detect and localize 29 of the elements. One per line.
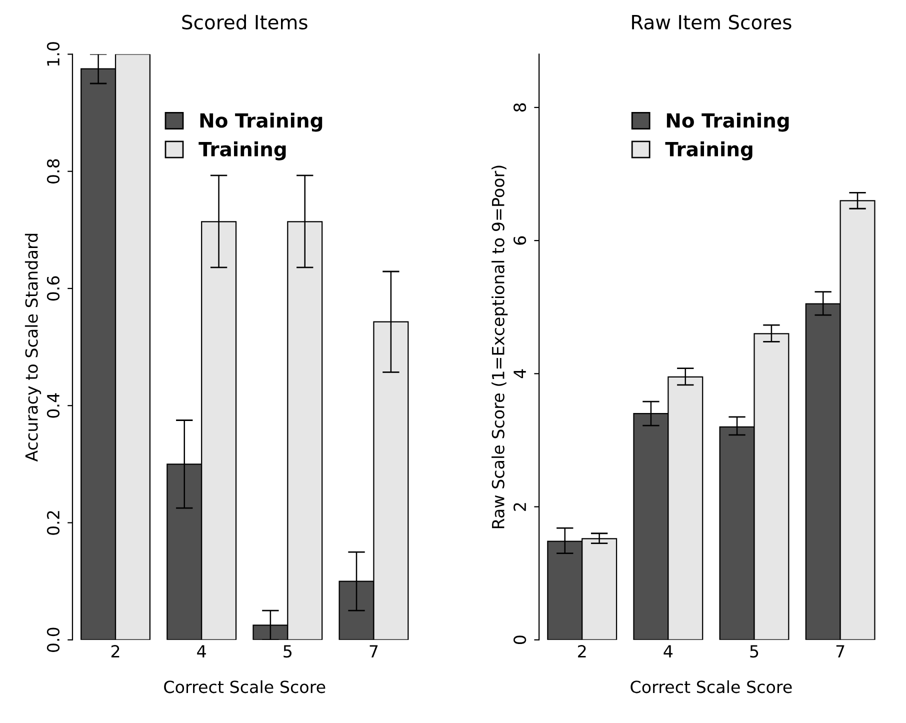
legend-label: Training bbox=[198, 141, 286, 160]
y-tick-label: 0.8 bbox=[46, 159, 60, 184]
y-tick-label: 6 bbox=[514, 236, 526, 245]
x-tick-label: 2 bbox=[111, 645, 120, 658]
x-tick-label: 4 bbox=[664, 645, 673, 658]
x-tick-label: 7 bbox=[370, 645, 378, 658]
y-tick-label: 8 bbox=[514, 103, 526, 112]
x-tick-label: 5 bbox=[284, 645, 292, 658]
y-tick-label: 0 bbox=[514, 636, 526, 644]
legend-label: No Training bbox=[666, 112, 789, 132]
y-tick-label: 0.0 bbox=[46, 628, 60, 652]
y-axis-title: Accuracy to Scale Standard bbox=[24, 234, 42, 462]
x-tick-label: 2 bbox=[578, 645, 586, 658]
chart-title: Raw Item Scores bbox=[632, 14, 792, 30]
y-tick-label: 2 bbox=[514, 503, 526, 511]
y-tick-label: 4 bbox=[514, 369, 526, 378]
y-axis-title: Raw Scale Score (1=Exceptional to 9=Poor) bbox=[492, 166, 508, 528]
y-tick-label: 0.6 bbox=[46, 276, 60, 301]
chart-title: Scored Items bbox=[182, 14, 308, 30]
x-axis-title: Correct Scale Score bbox=[630, 680, 792, 694]
x-tick-label: 5 bbox=[750, 645, 758, 658]
legend-label: No Training bbox=[200, 112, 322, 132]
legend-label: Training bbox=[665, 141, 752, 160]
y-tick-label: 1.0 bbox=[46, 42, 60, 66]
x-tick-label: 7 bbox=[836, 645, 844, 658]
x-axis-title: Correct Scale Score bbox=[164, 680, 326, 694]
y-tick-label: 0.4 bbox=[46, 393, 60, 418]
x-tick-label: 4 bbox=[197, 645, 206, 658]
y-tick-label: 0.2 bbox=[46, 511, 60, 535]
